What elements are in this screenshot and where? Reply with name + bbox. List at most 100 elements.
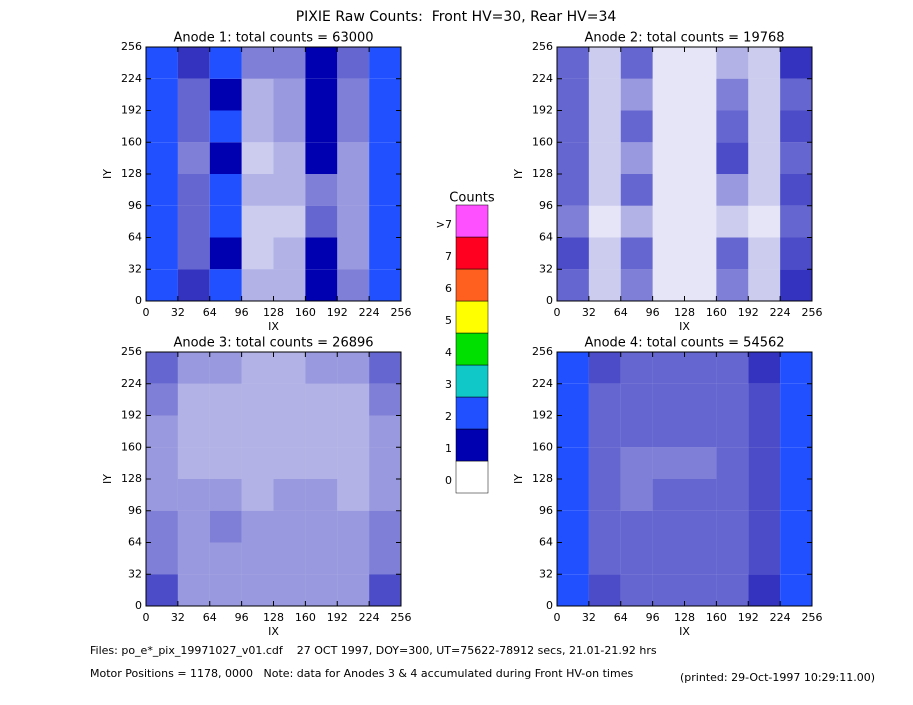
- y-tick-label: 32: [539, 262, 553, 275]
- heat-cell: [146, 78, 178, 111]
- heat-cell: [337, 174, 370, 206]
- heat-cell: [780, 542, 812, 575]
- colorbar-label: 2: [445, 410, 452, 423]
- heat-cell: [620, 174, 653, 206]
- heat-cell: [337, 383, 370, 416]
- heat-cell: [557, 110, 589, 143]
- heat-cell: [146, 110, 178, 143]
- heat-cell: [588, 142, 621, 174]
- heat-cell: [684, 415, 717, 448]
- x-tick-label: 256: [391, 306, 412, 319]
- heat-cell: [748, 447, 781, 479]
- heat-cell: [557, 78, 589, 111]
- heat-cell: [620, 510, 653, 543]
- heat-cell: [241, 574, 274, 606]
- heat-cell: [241, 269, 274, 301]
- heat-cell: [369, 205, 401, 238]
- heat-cell: [652, 574, 685, 606]
- y-axis-label: IY: [512, 169, 525, 179]
- heat-cell: [146, 383, 178, 416]
- heat-cell: [241, 237, 274, 270]
- x-tick-label: 160: [706, 306, 727, 319]
- y-axis-label: IY: [512, 474, 525, 484]
- heat-cell: [620, 237, 653, 270]
- colorbar-label: 6: [445, 282, 452, 295]
- heat-cell: [209, 383, 242, 416]
- heat-cell: [716, 542, 749, 575]
- heat-cell: [305, 447, 338, 479]
- heat-cell: [369, 352, 401, 384]
- heat-cell: [241, 174, 274, 206]
- y-tick-label: 32: [539, 567, 553, 580]
- colorbar-swatch: [455, 364, 489, 398]
- heat-cell: [557, 237, 589, 270]
- heat-cell: [780, 47, 812, 79]
- heat-cell: [369, 542, 401, 575]
- x-tick-label: 0: [143, 611, 150, 624]
- heat-cell: [716, 205, 749, 238]
- heat-cell: [716, 383, 749, 416]
- colorbar-swatch: [455, 396, 489, 430]
- heat-cell: [241, 542, 274, 575]
- heat-cell: [557, 142, 589, 174]
- heat-cell: [241, 352, 274, 384]
- heat-cell: [337, 237, 370, 270]
- heat-cell: [557, 415, 589, 448]
- heat-cell: [209, 447, 242, 479]
- heat-cell: [241, 47, 274, 79]
- heat-cell: [716, 510, 749, 543]
- heat-cell: [652, 383, 685, 416]
- y-tick-label: 128: [532, 472, 553, 485]
- x-tick-label: 96: [235, 611, 249, 624]
- heat-cell: [369, 510, 401, 543]
- colorbar-swatch: [455, 204, 489, 238]
- heat-cell: [684, 78, 717, 111]
- heat-cell: [748, 479, 781, 511]
- x-tick-label: 160: [295, 306, 316, 319]
- heat-cell: [305, 352, 338, 384]
- heat-cell: [684, 383, 717, 416]
- heat-cell: [241, 110, 274, 143]
- heat-cell: [748, 205, 781, 238]
- y-tick-label: 64: [539, 536, 553, 549]
- heat-cell: [146, 237, 178, 270]
- heat-cell: [305, 510, 338, 543]
- heat-cell: [209, 479, 242, 511]
- heat-cell: [177, 352, 210, 384]
- heat-cell: [557, 447, 589, 479]
- heat-cell: [209, 174, 242, 206]
- heat-cell: [273, 78, 306, 111]
- heat-cell: [620, 142, 653, 174]
- x-tick-label: 0: [554, 611, 561, 624]
- heat-cell: [780, 237, 812, 270]
- heat-cell: [369, 110, 401, 143]
- panel-title: Anode 2: total counts = 19768: [584, 31, 784, 46]
- heat-cell: [557, 574, 589, 606]
- x-tick-label: 32: [582, 306, 596, 319]
- heat-cell: [780, 510, 812, 543]
- heat-cell: [716, 110, 749, 143]
- heat-cell: [557, 269, 589, 301]
- heat-cell: [780, 383, 812, 416]
- heat-cell: [337, 352, 370, 384]
- heat-cell: [620, 110, 653, 143]
- heat-cell: [652, 47, 685, 79]
- x-tick-label: 64: [203, 611, 217, 624]
- heat-cell: [684, 352, 717, 384]
- x-axis-label: IX: [679, 625, 690, 638]
- heat-cell: [652, 237, 685, 270]
- heat-cell: [748, 47, 781, 79]
- heat-cell: [369, 269, 401, 301]
- heat-cell: [588, 447, 621, 479]
- heat-cell: [273, 352, 306, 384]
- heat-cell: [716, 447, 749, 479]
- heat-cell: [748, 269, 781, 301]
- x-tick-label: 64: [614, 306, 628, 319]
- heat-cell: [241, 479, 274, 511]
- colorbar-swatch: [455, 428, 489, 462]
- x-axis-label: IX: [679, 320, 690, 333]
- panel-title: Anode 1: total counts = 63000: [173, 31, 373, 46]
- heat-cell: [652, 415, 685, 448]
- x-tick-label: 192: [738, 306, 759, 319]
- y-tick-label: 0: [135, 599, 142, 612]
